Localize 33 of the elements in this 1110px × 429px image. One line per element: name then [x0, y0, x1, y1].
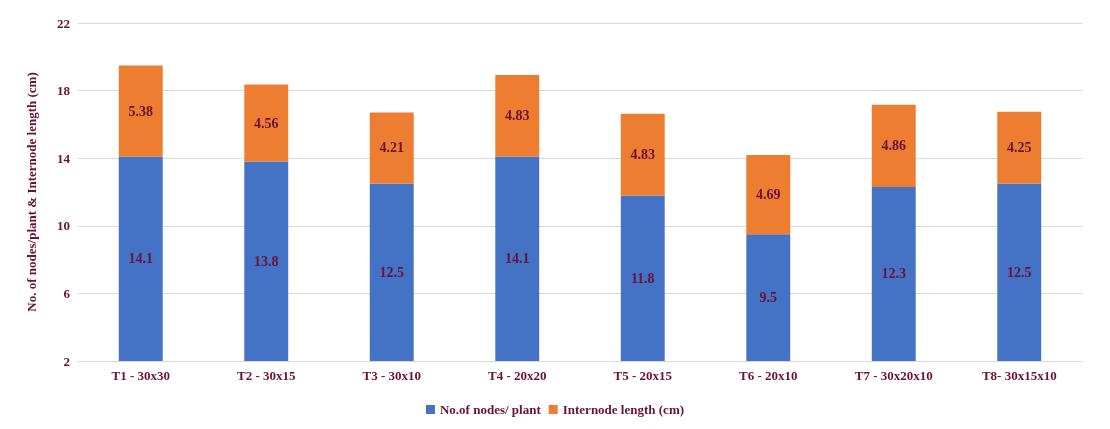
y-tick-label: 10	[57, 218, 70, 234]
y-axis-title: No. of nodes/plant & Internode length (cm)	[24, 72, 39, 312]
x-tick-label: T4 - 20x20	[488, 368, 547, 383]
x-tick-label: T8- 30x15x10	[981, 368, 1057, 383]
data-label: 4.83	[630, 147, 655, 163]
x-tick-label: T1 - 30x30	[111, 368, 170, 383]
x-tick-label: T7 - 30x20x10	[854, 368, 933, 383]
data-label: 4.25	[1007, 140, 1032, 156]
data-label: 12.3	[881, 266, 906, 282]
x-tick-label: T6 - 20x10	[739, 368, 798, 383]
x-tick-label: T5 - 20x15	[613, 368, 673, 383]
data-label: 13.8	[254, 253, 279, 269]
data-label: 5.38	[128, 103, 153, 119]
data-label: 4.83	[505, 108, 530, 124]
data-label: 12.5	[1007, 264, 1032, 280]
x-tick-label: T3 - 30x10	[362, 368, 421, 383]
data-label: 11.8	[630, 270, 655, 286]
data-label: 4.69	[756, 187, 781, 203]
data-label: 14.1	[128, 251, 153, 267]
data-label: 4.86	[881, 138, 906, 154]
data-label: 12.5	[379, 264, 404, 280]
data-label: 4.56	[254, 115, 279, 131]
y-tick-label: 14	[57, 150, 71, 166]
x-tick-label: T2 - 30x15	[237, 368, 296, 383]
data-label: 14.1	[505, 251, 530, 267]
y-tick-label: 2	[63, 353, 70, 369]
y-tick-label: 6	[63, 285, 71, 301]
y-tick-label: 22	[57, 15, 70, 31]
data-label: 9.5	[759, 290, 777, 306]
y-tick-label: 18	[57, 83, 71, 99]
legend-label: No.of nodes/ plant	[439, 402, 542, 417]
legend-label: Internode length (cm)	[562, 402, 685, 417]
data-label: 4.21	[379, 140, 404, 156]
